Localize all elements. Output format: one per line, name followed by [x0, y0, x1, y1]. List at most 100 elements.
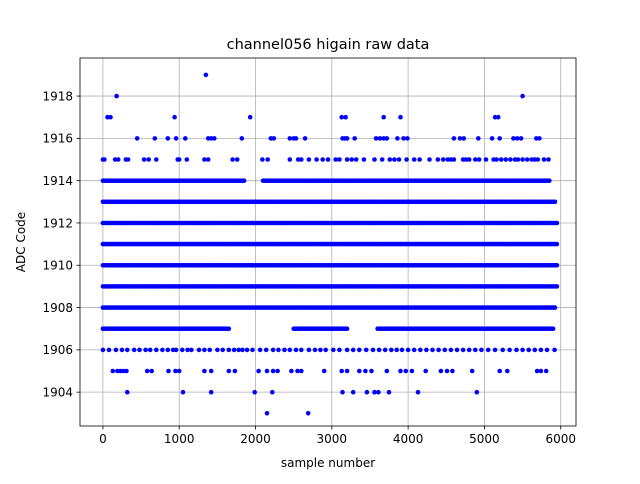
data-point	[524, 157, 530, 162]
data-point	[415, 389, 421, 395]
data-point	[543, 368, 549, 374]
data-point	[505, 368, 510, 374]
data-point	[247, 114, 253, 120]
data-point	[154, 347, 159, 353]
data-point	[306, 347, 312, 353]
data-point	[180, 347, 185, 353]
data-point	[287, 157, 293, 162]
data-point	[450, 368, 455, 374]
data-point	[473, 157, 478, 162]
data-point	[405, 347, 411, 353]
data-point	[457, 136, 463, 141]
data-point	[344, 368, 350, 374]
data-point	[515, 157, 521, 162]
data-point	[479, 347, 484, 353]
data-point	[538, 368, 544, 374]
data-point	[547, 178, 552, 183]
data-point	[232, 368, 238, 374]
data-point	[384, 368, 390, 374]
data-point	[289, 368, 294, 374]
data-point	[430, 347, 435, 353]
data-point	[438, 368, 444, 374]
data-point	[350, 347, 356, 353]
data-point	[474, 389, 480, 395]
data-point	[541, 157, 547, 162]
data-point	[276, 347, 281, 353]
data-point	[518, 136, 524, 141]
data-point	[357, 347, 362, 353]
data-point	[554, 263, 560, 268]
data-point	[337, 157, 342, 162]
data-point	[411, 347, 417, 353]
data-point	[325, 157, 331, 162]
data-point	[387, 157, 393, 162]
data-point	[396, 157, 402, 162]
data-point	[376, 347, 382, 353]
data-point	[231, 347, 237, 353]
data-point	[473, 347, 478, 353]
data-point	[552, 347, 557, 353]
data-point	[295, 368, 300, 374]
data-point	[299, 368, 304, 374]
data-point	[339, 114, 345, 120]
data-point	[270, 389, 275, 395]
data-point	[369, 368, 374, 374]
data-point	[344, 347, 350, 353]
data-point	[497, 368, 503, 374]
data-point	[143, 347, 148, 353]
data-point	[173, 368, 178, 374]
data-point	[337, 347, 342, 353]
x-tick-label: 4000	[393, 432, 424, 446]
data-point	[141, 157, 147, 162]
data-point	[535, 157, 541, 162]
data-point	[240, 347, 245, 353]
data-point	[172, 114, 177, 120]
data-point	[180, 389, 186, 395]
data-point	[212, 136, 217, 141]
data-point	[546, 157, 551, 162]
data-point	[108, 114, 113, 120]
data-point	[411, 157, 417, 162]
data-points	[100, 72, 560, 416]
data-point	[436, 347, 441, 353]
data-point	[125, 157, 131, 162]
data-point	[176, 157, 182, 162]
data-point	[497, 136, 503, 141]
data-point	[489, 136, 495, 141]
data-point	[492, 347, 498, 353]
data-point	[344, 136, 350, 141]
data-point	[173, 136, 179, 141]
data-point	[184, 157, 190, 162]
data-point	[440, 157, 446, 162]
data-point	[165, 136, 171, 141]
data-point	[363, 368, 368, 374]
y-axis-label: ADC Code	[14, 212, 28, 272]
data-point	[124, 368, 129, 374]
data-point	[282, 347, 287, 353]
data-point	[364, 389, 370, 395]
data-point	[176, 368, 182, 374]
data-point	[403, 368, 409, 374]
chart-title: channel056 higain raw data	[227, 37, 430, 53]
data-point	[349, 157, 355, 162]
data-point	[401, 136, 406, 141]
data-point	[526, 347, 531, 353]
data-point	[183, 136, 188, 141]
data-point	[339, 368, 345, 374]
data-point	[275, 368, 280, 374]
x-tick-label: 5000	[469, 432, 500, 446]
data-point	[394, 347, 400, 353]
data-point	[241, 178, 247, 183]
data-point	[333, 157, 338, 162]
data-point	[520, 157, 525, 162]
data-point	[113, 347, 119, 353]
data-point	[520, 93, 525, 99]
data-point	[173, 347, 179, 353]
data-point	[215, 347, 220, 353]
data-point	[460, 347, 466, 353]
data-point	[146, 157, 151, 162]
data-point	[270, 347, 276, 353]
data-point	[119, 347, 125, 353]
